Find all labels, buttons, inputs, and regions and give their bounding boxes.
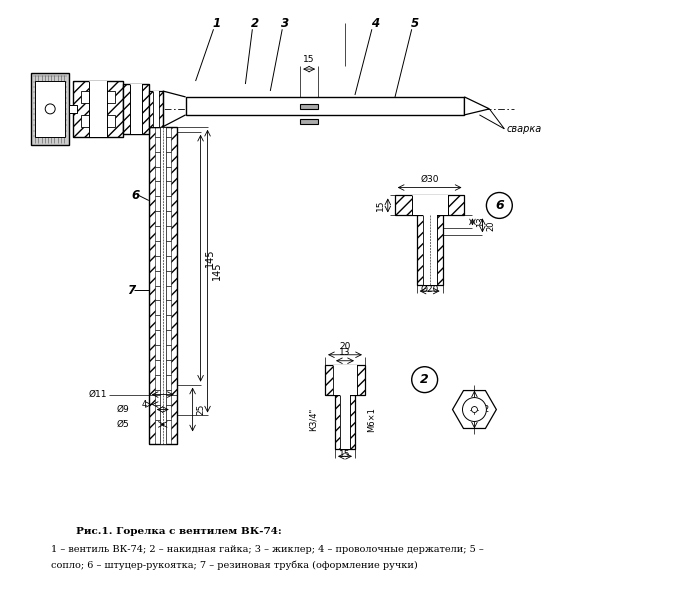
Text: 5: 5 <box>411 17 419 30</box>
Text: Ø5: Ø5 <box>116 420 129 429</box>
Text: 13: 13 <box>477 217 486 227</box>
Bar <box>357 365 365 395</box>
Text: 145: 145 <box>205 249 215 267</box>
Bar <box>149 127 155 445</box>
Text: 15: 15 <box>303 55 315 64</box>
Bar <box>300 104 318 109</box>
Text: M6×1: M6×1 <box>367 407 376 432</box>
Bar <box>395 195 411 216</box>
Text: 2: 2 <box>420 373 429 386</box>
Bar <box>325 365 333 395</box>
Text: Ø30: Ø30 <box>420 175 439 183</box>
Bar <box>417 216 443 285</box>
Circle shape <box>45 104 55 114</box>
Bar <box>437 216 443 285</box>
Circle shape <box>486 192 512 219</box>
Bar <box>69 105 77 113</box>
Text: 20: 20 <box>486 220 496 231</box>
Text: 2: 2 <box>252 17 259 30</box>
Text: Ø20: Ø20 <box>420 285 439 294</box>
Bar <box>81 91 115 103</box>
Polygon shape <box>452 390 496 429</box>
Text: Ø9: Ø9 <box>116 405 129 414</box>
Bar <box>123 84 149 134</box>
Text: 1: 1 <box>212 17 220 30</box>
Bar <box>186 97 464 115</box>
Text: 4: 4 <box>141 400 147 409</box>
Bar <box>333 365 357 395</box>
Bar <box>123 84 149 134</box>
Text: 3: 3 <box>281 17 289 30</box>
Circle shape <box>471 407 477 412</box>
Text: сопло; 6 – штуцер-рукоятка; 7 – резиновая трубка (оформление ручки): сопло; 6 – штуцер-рукоятка; 7 – резинова… <box>51 561 418 570</box>
Bar <box>447 195 464 216</box>
Text: 6: 6 <box>132 189 140 202</box>
Bar <box>171 127 177 445</box>
Bar <box>73 81 123 137</box>
Bar <box>31 73 69 145</box>
Bar <box>423 216 437 285</box>
Bar <box>130 84 142 134</box>
Circle shape <box>411 367 438 393</box>
Text: 4: 4 <box>371 17 379 30</box>
Text: 145: 145 <box>211 262 222 280</box>
Text: 1 – вентиль ВК-74; 2 – накидная гайка; 3 – жиклер; 4 – проволочные держатели; 5 : 1 – вентиль ВК-74; 2 – накидная гайка; 3… <box>51 545 484 554</box>
Bar <box>89 81 107 137</box>
Bar <box>149 127 177 445</box>
Bar <box>73 81 123 137</box>
Text: 13: 13 <box>339 348 351 357</box>
Text: 15: 15 <box>339 450 351 459</box>
Bar <box>411 195 447 216</box>
Bar <box>395 195 464 216</box>
Text: 15: 15 <box>376 200 385 211</box>
Bar <box>417 216 423 285</box>
Text: Рис.1. Горелка с вентилем ВК-74:: Рис.1. Горелка с вентилем ВК-74: <box>76 527 282 536</box>
Bar <box>160 127 166 445</box>
Bar <box>335 395 355 449</box>
Bar <box>335 395 340 449</box>
Text: 7: 7 <box>126 284 135 297</box>
Bar <box>35 81 65 137</box>
Circle shape <box>462 398 486 421</box>
Bar <box>340 395 350 449</box>
Polygon shape <box>464 97 490 115</box>
Text: К3/4": К3/4" <box>418 201 441 210</box>
Bar <box>149 91 163 127</box>
Text: 25: 25 <box>197 404 205 415</box>
Bar <box>81 115 115 127</box>
Bar <box>350 395 355 449</box>
Text: 6: 6 <box>495 199 504 212</box>
Bar <box>149 91 163 127</box>
Text: сварка: сварка <box>507 124 541 134</box>
Bar <box>153 91 158 127</box>
Text: Ø11: Ø11 <box>88 390 107 399</box>
Text: К3/4": К3/4" <box>309 408 318 431</box>
Text: 20: 20 <box>339 342 351 351</box>
Text: 22: 22 <box>479 405 490 414</box>
Bar <box>300 119 318 124</box>
Bar <box>325 365 365 395</box>
